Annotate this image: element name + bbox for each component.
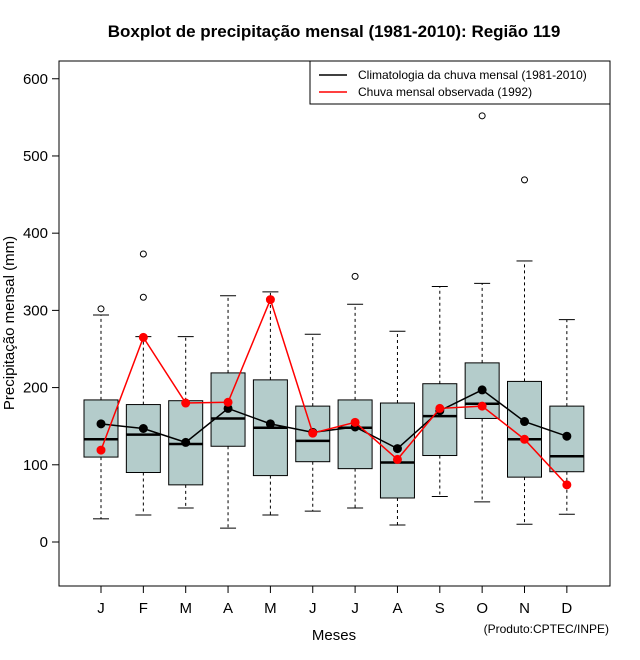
series-point-observada-8	[435, 403, 445, 413]
legend-label-climatologia: Climatologia da chuva mensal (1981-2010)	[358, 68, 587, 82]
x-tick-label-4: M	[264, 600, 277, 617]
series-point-climatologia-4	[265, 419, 275, 429]
box-J-0	[83, 305, 119, 520]
x-tick-label-8: S	[435, 600, 445, 617]
series-point-climatologia-2	[181, 437, 191, 447]
y-tick-label-0: 0	[40, 534, 48, 551]
series-point-climatologia-7	[392, 444, 402, 454]
legend-box	[309, 60, 611, 105]
outlier-0	[97, 305, 105, 313]
series-point-climatologia-1	[138, 424, 148, 433]
x-tick-label-6: J	[351, 600, 359, 617]
series-point-observada-4	[265, 295, 275, 305]
credit-note: (Produto:CPTEC/INPE)	[484, 622, 609, 636]
x-tick-label-2: M	[179, 600, 192, 617]
y-tick-label-3: 300	[23, 302, 48, 319]
x-tick-label-11: D	[561, 600, 572, 617]
y-tick-label-6: 600	[23, 71, 48, 88]
outlier-1	[139, 250, 147, 258]
box-J-5	[295, 333, 331, 512]
series-point-climatologia-10	[520, 417, 529, 427]
box-F-1	[125, 250, 161, 516]
series-point-climatologia-9	[477, 385, 487, 395]
x-tick-label-5: J	[309, 600, 317, 617]
x-tick-label-1: F	[139, 600, 148, 617]
y-tick-label-1: 100	[23, 457, 48, 474]
series-line-climatologia	[100, 389, 568, 450]
x-tick-label-9: O	[476, 600, 488, 617]
series-group	[96, 295, 572, 490]
box-O-9	[464, 112, 500, 503]
box-D-11	[549, 319, 585, 515]
x-tick-label-7: A	[392, 600, 402, 617]
series-point-observada-2	[181, 398, 191, 408]
series-line-observada	[100, 297, 568, 486]
outlier-0	[521, 176, 528, 184]
series-point-observada-1	[138, 332, 148, 342]
y-tick-label-5: 500	[23, 148, 48, 165]
box-iqr	[507, 380, 542, 478]
box-S-8	[422, 285, 458, 497]
x-axis-label: Meses	[312, 627, 356, 644]
series-point-observada-5	[308, 428, 318, 438]
box-A-7	[379, 330, 415, 526]
x-tick-label-10: N	[519, 600, 530, 617]
series-point-observada-10	[520, 434, 529, 444]
outlier-0	[139, 293, 147, 301]
x-tick-label-3: A	[223, 600, 233, 617]
plot-frame	[58, 60, 611, 587]
legend: Climatologia da chuva mensal (1981-2010)…	[309, 60, 611, 105]
y-axis-label: Precipitação mensal (mm)	[1, 236, 18, 410]
box-M-4	[252, 291, 288, 516]
box-iqr	[422, 383, 458, 457]
y-tick-label-2: 200	[23, 380, 48, 397]
chart-title: Boxplot de precipitação mensal (1981-201…	[108, 22, 561, 41]
series-point-climatologia-11	[562, 431, 572, 441]
box-iqr	[337, 399, 373, 470]
series-point-observada-6	[350, 417, 360, 427]
y-axis: 0 100 200 300 400 500 600	[23, 71, 59, 551]
series-point-climatologia-0	[96, 419, 106, 429]
legend-label-observada: Chuva mensal observada (1992)	[358, 85, 532, 99]
box-group	[83, 112, 585, 529]
box-N-10	[507, 176, 542, 525]
series-point-observada-9	[477, 401, 487, 411]
y-tick-label-4: 400	[23, 225, 48, 242]
outlier-0	[351, 272, 359, 280]
series-point-observada-11	[562, 480, 572, 490]
series-point-observada-0	[96, 445, 106, 455]
outlier-0	[478, 112, 486, 120]
box-J-6	[337, 272, 373, 509]
series-point-observada-7	[392, 454, 402, 464]
box-M-2	[168, 336, 204, 509]
series-point-observada-3	[223, 397, 233, 407]
box-iqr	[125, 404, 161, 474]
x-tick-label-0: J	[97, 600, 105, 617]
